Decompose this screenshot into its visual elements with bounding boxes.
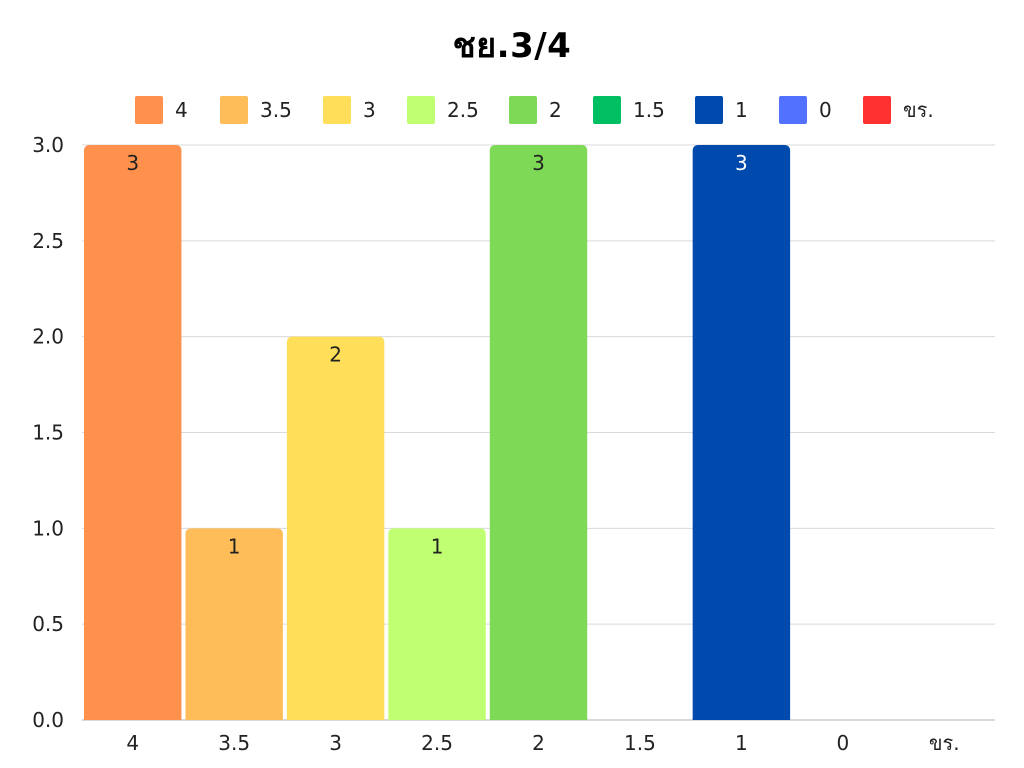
y-tick-label: 2.0: [32, 325, 64, 349]
data-label: 1: [431, 534, 444, 558]
legend-label: 2.5: [447, 98, 479, 122]
x-tick-label: 3.5: [218, 731, 250, 755]
legend-swatch: [135, 96, 163, 124]
legend-label: 2: [549, 98, 562, 122]
data-label: 3: [126, 151, 139, 175]
y-tick-label: 1.5: [32, 421, 64, 445]
bar-2: [489, 145, 588, 720]
legend-item: 2.5: [407, 95, 479, 125]
legend-swatch: [695, 96, 723, 124]
y-tick-label: 3.0: [32, 133, 64, 157]
data-label: 3: [735, 151, 748, 175]
legend-label: 3: [363, 98, 376, 122]
legend-label: 0: [819, 98, 832, 122]
x-tick-label: ขร.: [929, 731, 960, 755]
x-tick-label: 2.5: [421, 731, 453, 755]
legend-label: 4: [175, 98, 188, 122]
y-tick-label: 0.0: [32, 708, 64, 732]
legend-item: ขร.: [863, 95, 934, 125]
x-tick-label: 2: [532, 731, 545, 755]
chart-title: ชย.3/4: [452, 26, 572, 66]
legend-item: 4: [135, 95, 188, 125]
x-tick-label: 1: [735, 731, 748, 755]
legend-swatch: [407, 96, 435, 124]
legend-item: 0: [779, 95, 832, 125]
x-tick-label: 0: [836, 731, 849, 755]
y-tick-label: 0.5: [32, 612, 64, 636]
data-label: 1: [228, 534, 241, 558]
y-tick-label: 2.5: [32, 229, 64, 253]
bar-1: [692, 145, 791, 720]
x-tick-label: 1.5: [624, 731, 656, 755]
legend-swatch: [863, 96, 891, 124]
y-tick-label: 1.0: [32, 516, 64, 540]
legend-label: 1.5: [633, 98, 665, 122]
x-tick-label: 3: [329, 731, 342, 755]
legend-item: 3.5: [220, 95, 292, 125]
legend-item: 2: [509, 95, 562, 125]
legend-swatch: [779, 96, 807, 124]
legend-swatch: [323, 96, 351, 124]
legend-swatch: [509, 96, 537, 124]
legend: 4 3.5 3 2.5 2 1.5 1 0 ขร.: [0, 95, 1024, 125]
legend-label: 3.5: [260, 98, 292, 122]
legend-item: 3: [323, 95, 376, 125]
bar-3.5: [185, 528, 283, 720]
legend-item: 1: [695, 95, 748, 125]
data-label: 3: [532, 151, 545, 175]
legend-swatch: [220, 96, 248, 124]
legend-label: 1: [735, 98, 748, 122]
legend-swatch: [593, 96, 621, 124]
bar-2.5: [388, 528, 486, 720]
x-tick-label: 4: [126, 731, 139, 755]
legend-label: ขร.: [903, 98, 934, 122]
legend-item: 1.5: [593, 95, 665, 125]
bar-3: [286, 336, 385, 720]
data-label: 2: [329, 343, 342, 367]
bar-4: [84, 145, 182, 720]
